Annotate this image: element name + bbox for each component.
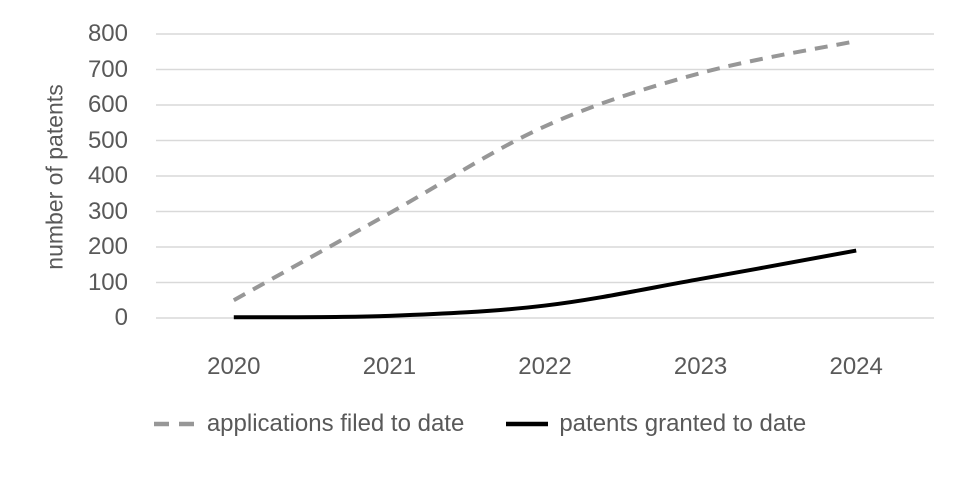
x-tick-label: 2021 [362, 353, 417, 380]
y-tick-label: 800 [87, 20, 128, 47]
y-tick-label: 600 [87, 91, 128, 118]
legend-label: patents granted to date [559, 410, 807, 437]
y-tick-label: 500 [87, 126, 128, 154]
y-tick-label: 300 [87, 197, 128, 225]
legend: applications filed to date patents grante… [0, 410, 960, 438]
series-line-applications-filed-to-date [232, 39, 857, 302]
y-tick-label: 400 [87, 162, 128, 189]
x-tick-label: 2023 [673, 353, 728, 380]
x-tick-label: 2024 [829, 353, 883, 380]
x-tick-label: 2020 [207, 353, 261, 380]
legend-label: applications filed to date [206, 410, 465, 437]
legend-item-patents-granted-to-date: patents granted to date [506, 410, 806, 438]
y-tick-label: 0 [114, 304, 128, 331]
y-tick-label: 200 [87, 233, 128, 260]
legend-item-applications-filed-to-date: applications filed to date [153, 410, 465, 438]
legend-dashed-line-swatch-icon [153, 421, 196, 427]
legend-solid-line-swatch-icon [506, 421, 549, 427]
y-tick-label: 700 [87, 55, 128, 83]
y-tick-label: 100 [87, 268, 128, 296]
x-tick-label: 2022 [518, 353, 572, 380]
series-line-patents-granted-to-date [233, 248, 857, 320]
